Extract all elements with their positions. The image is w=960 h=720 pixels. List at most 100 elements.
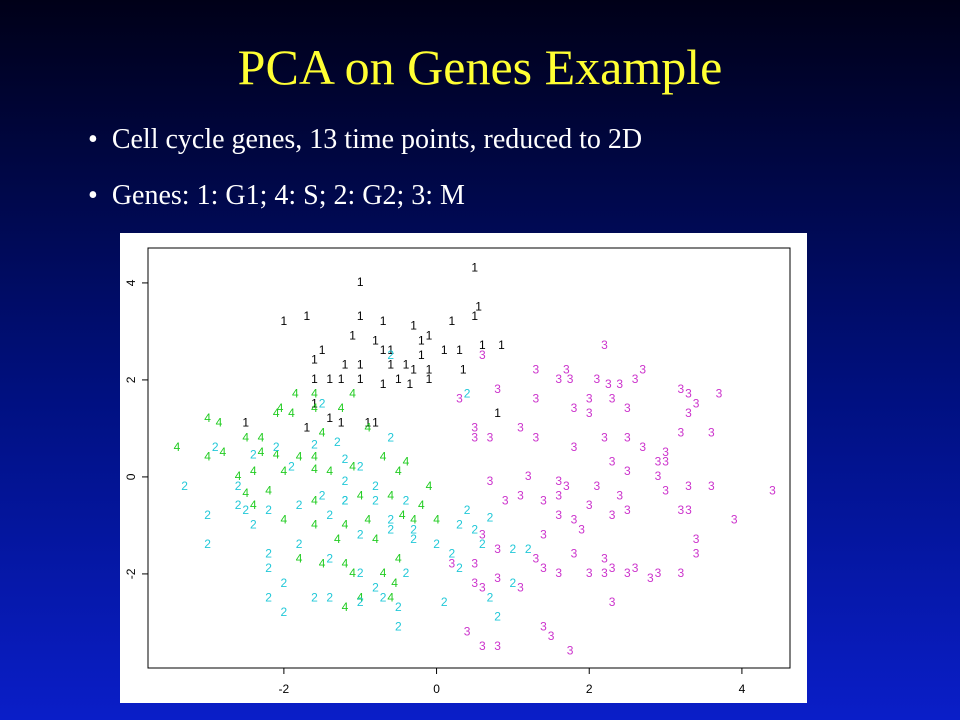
point: 4	[326, 464, 333, 478]
y-tick-label: 2	[124, 376, 138, 383]
point: 2	[326, 590, 333, 604]
y-tick-label: 4	[124, 279, 138, 286]
point: 2	[265, 547, 272, 561]
point: 4	[281, 464, 288, 478]
point: 3	[685, 479, 692, 493]
x-tick-label: 4	[739, 682, 746, 696]
point: 3	[662, 455, 669, 469]
point: 1	[349, 328, 356, 342]
point: 2	[342, 493, 349, 507]
point: 2	[357, 459, 364, 473]
point: 1	[380, 377, 387, 391]
point: 4	[395, 552, 402, 566]
point: 3	[494, 382, 501, 396]
point: 4	[410, 513, 417, 527]
point: 2	[342, 493, 349, 507]
point: 3	[693, 532, 700, 546]
point: 2	[525, 542, 532, 556]
point: 3	[708, 479, 715, 493]
point: 2	[311, 438, 318, 452]
point: 3	[471, 556, 478, 570]
point: 2	[326, 508, 333, 522]
point: 3	[471, 421, 478, 435]
point: 3	[502, 493, 509, 507]
point: 3	[609, 455, 616, 469]
bullet-text: Cell cycle genes, 13 time points, reduce…	[111, 124, 643, 155]
point: 1	[475, 299, 482, 313]
point: 3	[471, 576, 478, 590]
point: 2	[265, 503, 272, 517]
point: 1	[281, 314, 288, 328]
point: 3	[662, 445, 669, 459]
bullet: • Genes: 1: G1; 4: S; 2: G2; 3: M	[88, 180, 465, 211]
point: 2	[387, 513, 394, 527]
y-tick-label: -2	[124, 568, 138, 579]
point: 1	[380, 343, 387, 357]
point: 4	[204, 411, 211, 425]
point: 3	[563, 479, 570, 493]
point: 4	[418, 498, 425, 512]
point: 3	[487, 430, 494, 444]
point: 3	[540, 527, 547, 541]
point: 4	[250, 464, 257, 478]
point: 4	[365, 513, 372, 527]
point: 3	[624, 464, 631, 478]
point: 1	[418, 333, 425, 347]
point: 3	[605, 377, 612, 391]
point: 1	[406, 377, 413, 391]
point: 2	[510, 542, 517, 556]
point: 3	[479, 348, 486, 362]
point: 2	[487, 590, 494, 604]
point: 3	[540, 561, 547, 575]
bullet: • Cell cycle genes, 13 time points, reduc…	[88, 124, 643, 155]
point: 3	[571, 440, 578, 454]
point: 2	[235, 479, 242, 493]
point: 3	[540, 493, 547, 507]
point: 3	[456, 391, 463, 405]
point: 2	[387, 430, 394, 444]
point: 1	[338, 372, 345, 386]
point: 2	[181, 479, 188, 493]
point: 4	[311, 401, 318, 415]
point: 4	[311, 518, 318, 532]
point: 3	[555, 488, 562, 502]
point: 4	[342, 518, 349, 532]
point: 3	[525, 469, 532, 483]
point: 4	[349, 459, 356, 473]
point: 2	[204, 537, 211, 551]
point: 3	[609, 508, 616, 522]
point: 1	[326, 411, 333, 425]
point: 3	[464, 624, 471, 638]
point: 2	[395, 600, 402, 614]
x-tick-label: 2	[586, 682, 593, 696]
point: 4	[277, 401, 284, 415]
point: 3	[555, 372, 562, 386]
point: 3	[693, 396, 700, 410]
point: 1	[342, 358, 349, 372]
point: 3	[471, 430, 478, 444]
point: 3	[632, 561, 639, 575]
point: 4	[365, 421, 372, 435]
point: 4	[342, 600, 349, 614]
point: 4	[338, 401, 345, 415]
point: 4	[216, 416, 223, 430]
point: 1	[357, 309, 364, 323]
point: 2	[494, 610, 501, 624]
plot-frame	[147, 247, 791, 669]
point: 2	[296, 498, 303, 512]
point: 2	[510, 576, 517, 590]
point: 2	[281, 576, 288, 590]
point: 1	[311, 372, 318, 386]
point: 3	[532, 362, 539, 376]
point: 4	[399, 508, 406, 522]
point: 4	[288, 406, 295, 420]
point: 3	[594, 372, 601, 386]
point: 3	[639, 362, 646, 376]
point: 2	[265, 590, 272, 604]
point: 2	[265, 561, 272, 575]
point: 3	[517, 581, 524, 595]
point: 3	[540, 619, 547, 633]
point: 2	[387, 522, 394, 536]
point: 4	[258, 445, 265, 459]
